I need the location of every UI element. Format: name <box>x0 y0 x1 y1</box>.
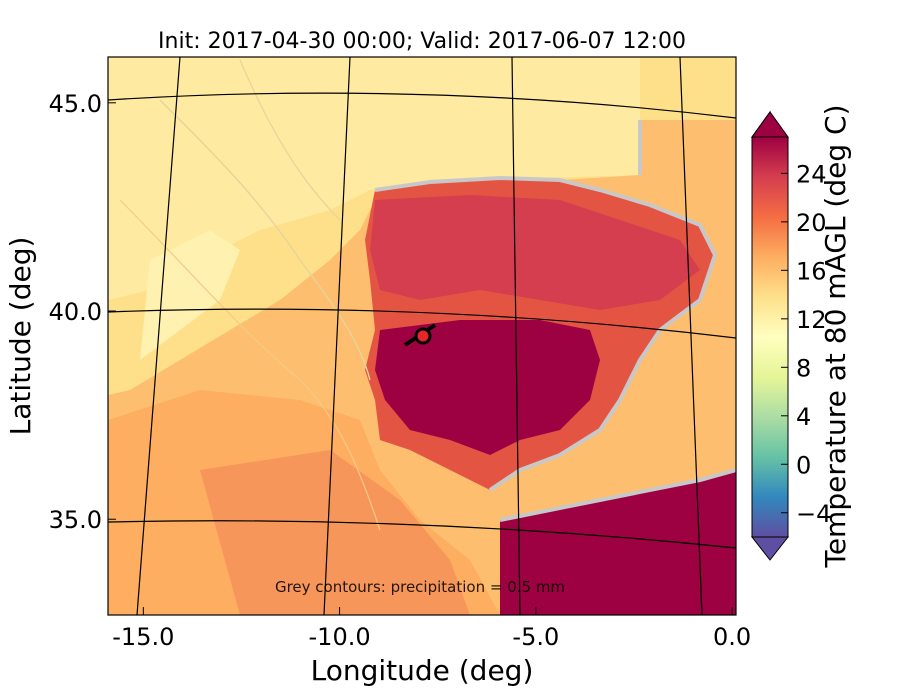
y-axis-label: Latitude (deg) <box>4 237 37 436</box>
colorbar-tick-label: 20 <box>796 209 827 237</box>
colorbar-tick-label: 24 <box>796 160 827 188</box>
contour-annotation: Grey contours: precipitation = 0.5 mm <box>275 578 565 596</box>
y-axis: 45.0 40.0 35.0 <box>49 90 116 534</box>
x-tick-label: -10.0 <box>309 623 371 651</box>
colorbar-tick-label: 0 <box>796 451 811 479</box>
chart-title: Init: 2017-04-30 00:00; Valid: 2017-06-0… <box>158 29 686 54</box>
colorbar-tick-label: 4 <box>796 403 811 431</box>
temperature-field <box>108 57 736 615</box>
x-tick-label: 0.0 <box>713 623 751 651</box>
graticule <box>108 57 736 615</box>
colorbar: −4 0 4 8 12 16 20 24 Temperature at 80 mAGL (de… <box>750 104 852 569</box>
x-axis: -15.0 -10.0 -5.0 0.0 <box>112 607 751 651</box>
y-tick-label: 45.0 <box>49 90 102 118</box>
site-marker <box>414 327 432 345</box>
map-frame <box>107 56 737 616</box>
colorbar-tick-label: 16 <box>796 257 827 285</box>
y-tick-label: 35.0 <box>49 506 102 534</box>
colorbar-scale <box>751 136 789 538</box>
colorbar-label: Temperature at 80 mAGL (deg C) <box>819 104 852 568</box>
colorbar-extend-min <box>750 536 790 561</box>
y-tick-label: 40.0 <box>49 298 102 326</box>
x-axis-label: Longitude (deg) <box>311 654 534 687</box>
colorbar-tick-label: 12 <box>796 306 827 334</box>
x-tick-label: -15.0 <box>112 623 174 651</box>
x-tick-label: -5.0 <box>512 623 559 651</box>
colorbar-tick-label: 8 <box>796 354 811 382</box>
colorbar-tick-label: −4 <box>796 500 831 528</box>
